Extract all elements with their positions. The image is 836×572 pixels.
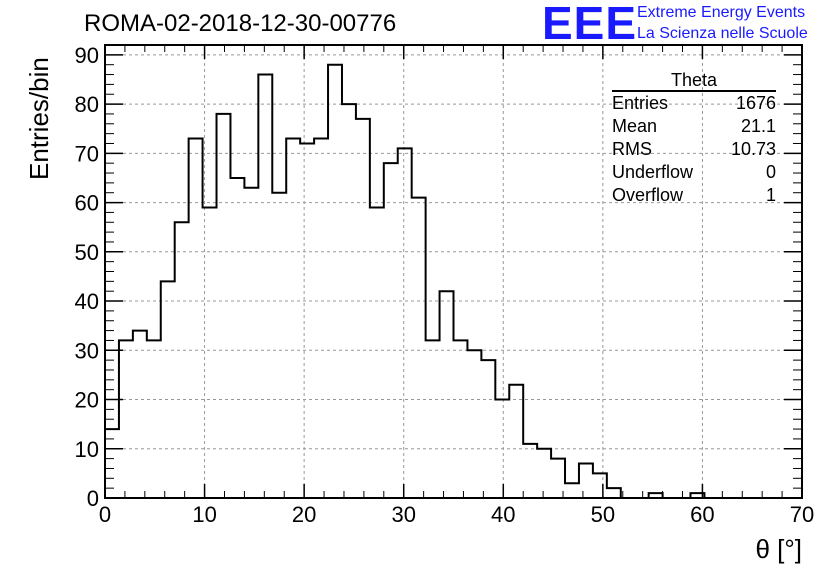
y-tick-label: 30 [75,338,99,363]
stats-row-underflow: Underflow 0 [612,161,776,184]
stats-value: 10.73 [730,139,776,159]
stats-value: 1 [765,185,776,205]
x-tick-label: 30 [391,502,415,527]
axis-ticks [104,44,803,499]
x-tick-label: 20 [292,502,316,527]
x-tick-label: 60 [690,502,714,527]
logo-caption-line2: La Scienza nelle Scuole [637,25,808,42]
x-tick-label: 10 [192,502,216,527]
stats-value: 0 [765,162,776,182]
y-axis-label: Entries/bin [24,57,54,180]
y-tick-label: 80 [75,92,99,117]
stats-row-entries: Entries 1676 [612,92,776,115]
x-tick-label: 50 [591,502,615,527]
stats-title: Theta [612,70,776,92]
y-tick-label: 70 [75,141,99,166]
x-tick-labels: 0 10 20 30 40 50 60 70 [99,502,814,527]
stats-box: Theta Entries 1676 Mean 21.1 RMS 10.73 U… [612,70,776,207]
chart-title: ROMA-02-2018-12-30-00776 [84,10,397,37]
stats-row-overflow: Overflow 1 [612,184,776,207]
stats-label: Overflow [612,185,684,205]
y-tick-label: 20 [75,388,99,413]
x-axis-label: θ [°] [755,534,802,564]
x-tick-label: 40 [491,502,515,527]
stats-value: 1676 [735,93,776,113]
logo-caption-line1: Extreme Energy Events [637,4,806,21]
stats-label: RMS [612,139,652,159]
y-tick-label: 60 [75,191,99,216]
x-tick-label: 70 [790,502,814,527]
stats-row-rms: RMS 10.73 [612,138,776,161]
y-tick-label: 10 [75,437,99,462]
stats-label: Entries [612,93,669,113]
y-tick-label: 50 [75,240,99,265]
y-tick-labels: 0 10 20 30 40 50 60 70 80 90 [75,43,99,511]
y-tick-label: 0 [87,486,99,511]
stats-row-mean: Mean 21.1 [612,115,776,138]
x-tick-label: 0 [99,502,111,527]
stats-label: Underflow [612,162,694,182]
eee-logo: EEE [542,0,638,49]
y-tick-label: 40 [75,289,99,314]
stats-label: Mean [612,116,658,136]
y-tick-label: 90 [75,43,99,68]
stats-value: 21.1 [740,116,776,136]
